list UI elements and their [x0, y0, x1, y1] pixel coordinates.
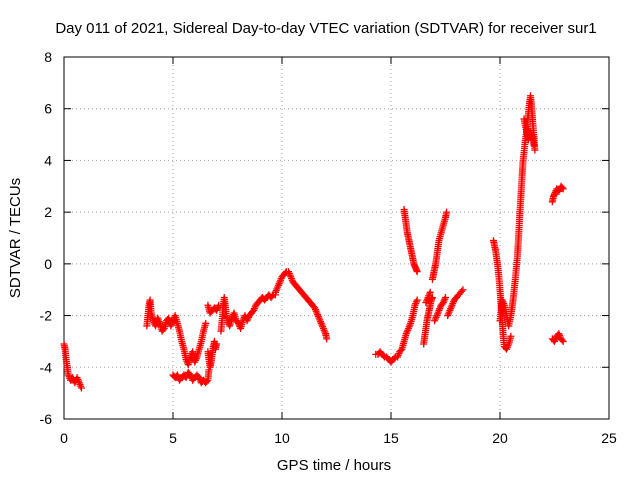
x-tick-label: 25: [601, 430, 617, 446]
y-tick-label: 4: [44, 152, 52, 168]
y-tick-label: 8: [44, 49, 52, 65]
data-point: [412, 300, 420, 308]
data-points: [60, 92, 567, 392]
y-tick-label: -4: [40, 359, 53, 375]
data-point: [531, 146, 539, 154]
y-axis-label: SDTVAR / TECUs: [7, 178, 24, 298]
data-point: [159, 326, 167, 334]
data-point: [397, 346, 405, 354]
data-point: [558, 184, 566, 192]
y-tick-label: 6: [44, 101, 52, 117]
x-tick-label: 20: [492, 430, 508, 446]
data-point: [379, 352, 387, 360]
plot-border: [63, 56, 610, 420]
y-tick-label: 2: [44, 204, 52, 220]
data-point: [413, 268, 421, 276]
data-point: [426, 288, 434, 296]
data-point: [268, 292, 276, 300]
data-point: [442, 293, 449, 301]
x-axis-label: GPS time / hours: [277, 457, 391, 474]
data-point: [323, 335, 331, 343]
data-point: [202, 319, 210, 327]
data-point: [413, 296, 421, 304]
data-point: [443, 208, 451, 216]
data-point: [559, 185, 567, 193]
y-tick-label: -6: [40, 411, 53, 427]
data-point: [559, 337, 567, 345]
data-point: [77, 384, 85, 392]
data-point: [203, 378, 211, 386]
y-tick-label: 0: [44, 256, 52, 272]
data-point: [459, 286, 467, 294]
x-tick-label: 15: [383, 430, 399, 446]
data-point: [507, 332, 515, 340]
x-tick-label: 5: [169, 430, 177, 446]
x-tick-label: 0: [60, 430, 68, 446]
chart-title: Day 011 of 2021, Sidereal Day-to-day VTE…: [55, 20, 596, 37]
data-point: [558, 336, 566, 344]
data-point: [213, 340, 221, 348]
data-point: [530, 141, 538, 149]
x-tick-label: 10: [274, 430, 290, 446]
y-tick-label: -2: [40, 308, 53, 324]
data-point: [390, 354, 398, 362]
axes: [63, 56, 610, 420]
grid-lines: [64, 57, 609, 419]
tick-labels: 0 5 10 15 20 25 -6 -4 -2 0 2 4 6 8: [40, 49, 617, 446]
data-point: [458, 287, 466, 295]
